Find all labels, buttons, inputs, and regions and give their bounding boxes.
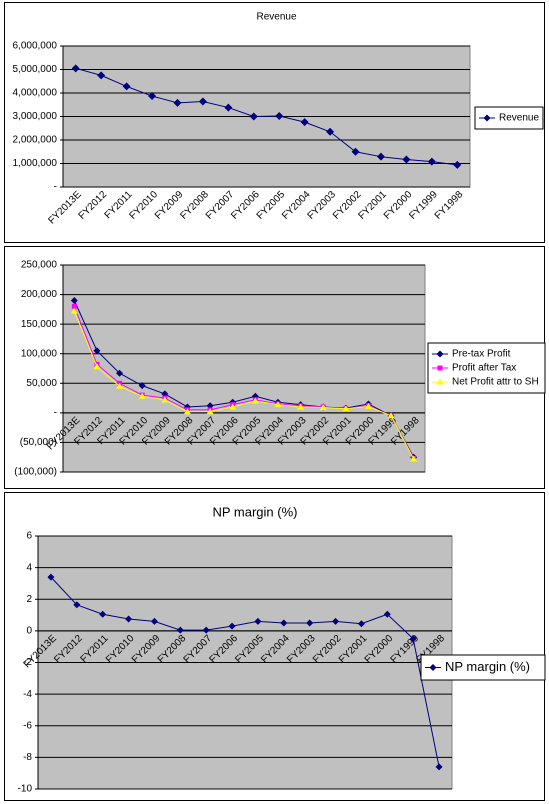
- marker: [364, 402, 372, 409]
- legend-marker: [429, 664, 437, 671]
- marker: [453, 160, 462, 169]
- y-tick-label: 6: [26, 531, 32, 542]
- legend-box: [474, 106, 544, 130]
- marker: [150, 617, 158, 625]
- marker: [332, 617, 340, 625]
- legend-label: NP margin (%): [445, 659, 530, 674]
- marker: [71, 303, 77, 309]
- marker: [202, 626, 210, 634]
- marker: [97, 71, 106, 80]
- marker: [402, 155, 411, 164]
- y-tick-label: -6: [23, 720, 32, 731]
- marker: [306, 619, 314, 627]
- marker: [435, 763, 443, 771]
- marker: [409, 635, 417, 643]
- legend-marker: [436, 350, 444, 358]
- marker: [228, 622, 236, 630]
- y-tick-label: -8: [23, 752, 32, 763]
- legend-marker: [437, 365, 443, 371]
- marker: [148, 92, 157, 101]
- marker: [173, 98, 182, 107]
- y-tick-label: -4: [23, 689, 32, 700]
- y-tick-label: 5,000,000: [13, 64, 58, 75]
- marker: [122, 82, 131, 91]
- marker: [229, 403, 237, 410]
- legend-box: [420, 654, 546, 681]
- marker: [326, 127, 335, 136]
- marker: [73, 601, 81, 609]
- y-tick-label: -: [54, 182, 57, 193]
- series-line: [73, 310, 415, 460]
- y-tick-label: (50,000): [20, 437, 57, 448]
- marker: [138, 382, 146, 390]
- y-tick-label: 4: [26, 562, 32, 573]
- y-tick-label: 6,000,000: [13, 41, 58, 52]
- marker: [351, 147, 360, 156]
- marker: [47, 573, 55, 581]
- marker: [427, 157, 436, 166]
- marker: [125, 615, 133, 623]
- marker: [274, 401, 282, 408]
- marker: [251, 397, 259, 404]
- y-tick-label: 4,000,000: [13, 88, 58, 99]
- marker: [138, 392, 146, 399]
- y-tick-label: 50,000: [26, 378, 57, 389]
- legend-label: Pre-tax Profit: [452, 349, 511, 360]
- y-tick-label: (100,000): [14, 467, 57, 478]
- y-tick-label: 150,000: [21, 319, 58, 330]
- marker: [93, 363, 101, 370]
- y-tick-label: -: [54, 407, 57, 418]
- legend-label: Revenue: [499, 113, 539, 124]
- y-tick-label: 3,000,000: [13, 111, 58, 122]
- legend-label: Profit after Tax: [452, 363, 516, 374]
- legend-marker: [483, 114, 491, 122]
- marker: [387, 412, 395, 419]
- series-line: [73, 300, 415, 458]
- marker: [376, 152, 385, 161]
- marker: [319, 404, 327, 411]
- y-tick-label: -2: [23, 657, 32, 668]
- y-tick-label: 100,000: [21, 348, 58, 359]
- marker: [70, 307, 78, 314]
- legend-marker: [436, 378, 444, 385]
- marker: [383, 610, 391, 618]
- y-tick-label: 0: [26, 626, 32, 637]
- y-tick-label: 2: [26, 594, 32, 605]
- chart-title: Revenue: [256, 12, 296, 23]
- marker: [116, 382, 124, 389]
- marker: [254, 617, 262, 625]
- marker: [206, 408, 214, 415]
- marker: [300, 118, 309, 127]
- y-tick-label: 200,000: [21, 289, 58, 300]
- marker: [176, 626, 184, 634]
- legend-label: Net Profit attr to SH: [452, 377, 539, 388]
- y-tick-label: -10: [18, 784, 33, 795]
- chart-title: NP margin (%): [212, 504, 297, 519]
- marker: [183, 408, 191, 415]
- marker: [71, 64, 80, 73]
- marker: [357, 620, 365, 628]
- y-tick-label: 1,000,000: [13, 158, 58, 169]
- series-line: [50, 576, 440, 767]
- marker: [224, 103, 233, 112]
- marker: [280, 619, 288, 627]
- series-line: [75, 67, 458, 166]
- marker: [99, 610, 107, 618]
- marker: [161, 396, 169, 403]
- y-tick-label: 250,000: [21, 260, 58, 271]
- marker: [342, 405, 350, 412]
- plot-area: [62, 264, 426, 473]
- marker: [297, 403, 305, 410]
- marker: [70, 296, 78, 304]
- marker: [116, 369, 124, 377]
- marker: [198, 97, 207, 106]
- marker: [410, 455, 418, 462]
- y-tick-label: 2,000,000: [13, 135, 58, 146]
- marker: [249, 112, 258, 121]
- marker: [93, 347, 101, 355]
- marker: [275, 112, 284, 121]
